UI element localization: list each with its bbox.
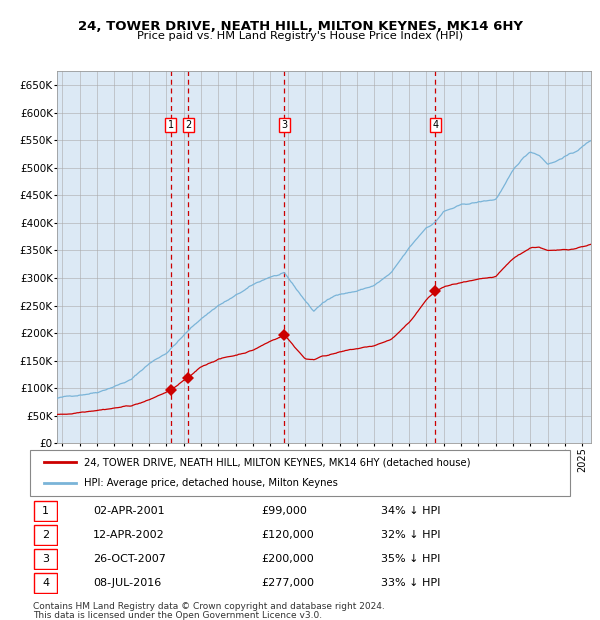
- Text: 26-OCT-2007: 26-OCT-2007: [93, 554, 166, 564]
- Text: 24, TOWER DRIVE, NEATH HILL, MILTON KEYNES, MK14 6HY (detached house): 24, TOWER DRIVE, NEATH HILL, MILTON KEYN…: [84, 457, 470, 467]
- Text: 08-JUL-2016: 08-JUL-2016: [93, 578, 161, 588]
- Text: 1: 1: [167, 120, 173, 130]
- Text: £99,000: £99,000: [261, 506, 307, 516]
- Text: £200,000: £200,000: [261, 554, 314, 564]
- Text: 32% ↓ HPI: 32% ↓ HPI: [381, 530, 440, 540]
- Text: 1: 1: [42, 506, 49, 516]
- FancyBboxPatch shape: [34, 525, 57, 545]
- FancyBboxPatch shape: [34, 573, 57, 593]
- Text: Contains HM Land Registry data © Crown copyright and database right 2024.: Contains HM Land Registry data © Crown c…: [33, 602, 385, 611]
- Text: 2: 2: [42, 530, 49, 540]
- Text: 02-APR-2001: 02-APR-2001: [93, 506, 164, 516]
- Text: 3: 3: [281, 120, 287, 130]
- Text: 33% ↓ HPI: 33% ↓ HPI: [381, 578, 440, 588]
- Text: 12-APR-2002: 12-APR-2002: [93, 530, 165, 540]
- Text: HPI: Average price, detached house, Milton Keynes: HPI: Average price, detached house, Milt…: [84, 479, 338, 489]
- FancyBboxPatch shape: [34, 549, 57, 569]
- Text: £277,000: £277,000: [261, 578, 314, 588]
- FancyBboxPatch shape: [30, 450, 570, 496]
- Text: Price paid vs. HM Land Registry's House Price Index (HPI): Price paid vs. HM Land Registry's House …: [137, 31, 463, 41]
- Text: 24, TOWER DRIVE, NEATH HILL, MILTON KEYNES, MK14 6HY: 24, TOWER DRIVE, NEATH HILL, MILTON KEYN…: [77, 20, 523, 33]
- Text: This data is licensed under the Open Government Licence v3.0.: This data is licensed under the Open Gov…: [33, 611, 322, 619]
- Text: 2: 2: [185, 120, 191, 130]
- Text: 35% ↓ HPI: 35% ↓ HPI: [381, 554, 440, 564]
- Text: 34% ↓ HPI: 34% ↓ HPI: [381, 506, 440, 516]
- Text: 4: 4: [42, 578, 49, 588]
- Text: £120,000: £120,000: [261, 530, 314, 540]
- Text: 4: 4: [432, 120, 439, 130]
- FancyBboxPatch shape: [34, 501, 57, 521]
- Text: 3: 3: [42, 554, 49, 564]
